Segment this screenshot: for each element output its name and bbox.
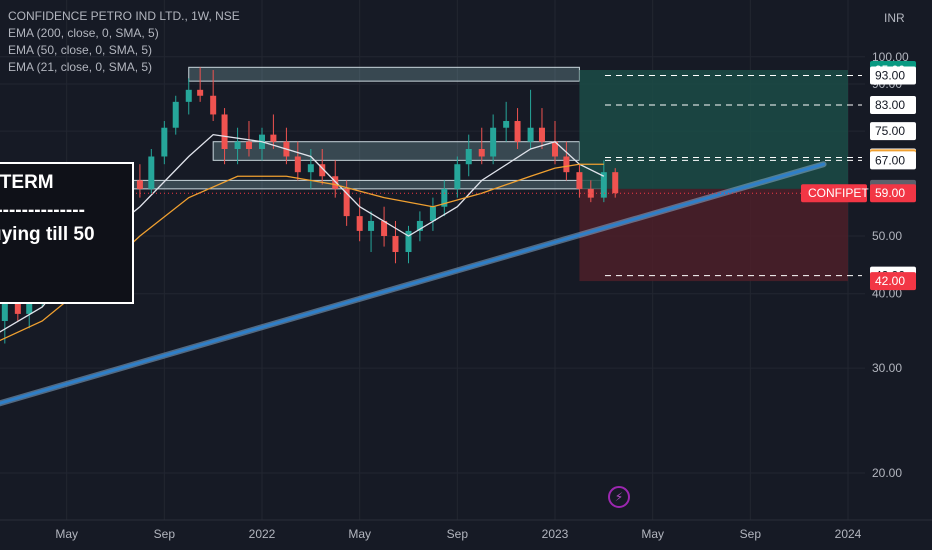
zone-rect-0 xyxy=(188,66,580,82)
symbol-tag: CONFIPET xyxy=(808,186,869,200)
price-tick-2: 40.00 xyxy=(872,287,902,301)
time-tick-2: 2022 xyxy=(249,527,276,541)
indicator-ema-50[interactable]: EMA (50, close, 0, SMA, 5) xyxy=(8,43,153,57)
note-line-3: uying till 50 xyxy=(0,224,95,245)
candle-body-26 xyxy=(307,164,314,173)
price-label-bg-2 xyxy=(870,95,916,114)
price-tick-3: 50.00 xyxy=(872,229,902,243)
candle-body-2 xyxy=(14,300,21,314)
candle-body-49 xyxy=(587,188,594,198)
candle-body-18 xyxy=(210,95,217,115)
candle-body-37 xyxy=(441,188,448,207)
candle-body-46 xyxy=(552,141,558,157)
price-label-bg-8 xyxy=(870,184,916,203)
currency-label: INR xyxy=(884,11,905,25)
indicator-ema-200[interactable]: EMA (200, close, 0, SMA, 5) xyxy=(8,26,159,40)
candle-body-31 xyxy=(368,220,375,231)
price-label-bg-6 xyxy=(870,151,916,170)
time-tick-4: Sep xyxy=(447,527,469,541)
stop-zone xyxy=(579,188,848,282)
candle-body-12 xyxy=(136,180,143,189)
candle-body-51 xyxy=(612,172,619,194)
symbol-tag-bg xyxy=(801,184,867,203)
candle-body-30 xyxy=(356,216,363,231)
price-label-bg-1 xyxy=(870,66,916,85)
price-label-bg-3 xyxy=(870,122,916,141)
candle-body-19 xyxy=(221,114,228,149)
time-tick-6: May xyxy=(641,527,664,541)
time-tick-1: Sep xyxy=(154,527,176,541)
candle-body-1 xyxy=(1,300,8,321)
price-label-6: 67.00 xyxy=(875,153,905,167)
trendline-core xyxy=(0,162,826,405)
candle-body-13 xyxy=(148,156,155,189)
candle-body-16 xyxy=(185,89,192,102)
candle-body-50 xyxy=(600,172,607,198)
candle-body-14 xyxy=(161,127,168,157)
time-tick-8: 2024 xyxy=(835,527,862,541)
candle-body-23 xyxy=(270,134,277,142)
candle-body-27 xyxy=(319,164,326,177)
price-tick-1: 30.00 xyxy=(872,361,902,375)
long-position-tool[interactable] xyxy=(579,70,862,282)
chart-legend: CONFIDENCE PETRO IND LTD., 1W, NSE EMA (… xyxy=(8,8,240,76)
candle-body-44 xyxy=(527,127,534,142)
lightning-icon[interactable]: ⚡ xyxy=(608,486,630,508)
time-axis[interactable]: May Sep 2022 May Sep 2023 May Sep 2024 xyxy=(0,519,932,541)
candle-body-33 xyxy=(392,236,399,253)
candle-body-28 xyxy=(332,176,339,189)
price-axis[interactable]: INR20.0030.0040.0050.0060.0075.0090.0010… xyxy=(801,0,932,550)
candle-body-47 xyxy=(563,156,570,173)
candle-body-45 xyxy=(538,127,545,142)
candle-body-42 xyxy=(503,121,510,128)
candle-body-38 xyxy=(454,164,461,189)
price-label-8: 59.00 xyxy=(875,186,905,200)
price-label-10: 42.00 xyxy=(875,274,905,288)
candle-body-48 xyxy=(576,172,583,189)
indicator-ema-21[interactable]: EMA (21, close, 0, SMA, 5) xyxy=(8,60,153,74)
candle-body-25 xyxy=(294,156,301,173)
symbol-title[interactable]: CONFIDENCE PETRO IND LTD., 1W, NSE xyxy=(8,9,240,23)
candle-body-17 xyxy=(197,89,204,96)
candle-body-39 xyxy=(465,148,472,165)
price-label-1: 93.00 xyxy=(875,69,905,83)
time-tick-7: Sep xyxy=(740,527,762,541)
note-line-1: ' TERM xyxy=(0,172,54,193)
candle-body-34 xyxy=(405,230,412,253)
ascending-trendline[interactable] xyxy=(0,161,827,407)
time-tick-0: May xyxy=(55,527,78,541)
candle-body-29 xyxy=(343,188,350,217)
price-label-3: 75.00 xyxy=(875,124,905,138)
price-label-bg-10 xyxy=(870,272,916,291)
price-label-2: 83.00 xyxy=(875,98,905,112)
candle-body-21 xyxy=(245,141,252,149)
zone-rect-1 xyxy=(212,141,580,161)
candle-body-32 xyxy=(381,220,388,237)
time-tick-5: 2023 xyxy=(542,527,569,541)
price-tick-7: 100.00 xyxy=(872,50,909,64)
candle-body-41 xyxy=(490,127,497,157)
time-tick-3: May xyxy=(348,527,371,541)
price-tick-0: 20.00 xyxy=(872,466,902,480)
candle-body-15 xyxy=(172,101,179,128)
text-note-box[interactable]: ' TERM --------------- uying till 50 xyxy=(0,162,134,304)
candle-body-36 xyxy=(429,206,436,221)
note-line-2: --------------- xyxy=(0,200,85,221)
candle-body-43 xyxy=(514,121,521,142)
candle-body-20 xyxy=(234,141,241,149)
candle-body-35 xyxy=(416,220,423,231)
candle-body-40 xyxy=(478,148,485,157)
